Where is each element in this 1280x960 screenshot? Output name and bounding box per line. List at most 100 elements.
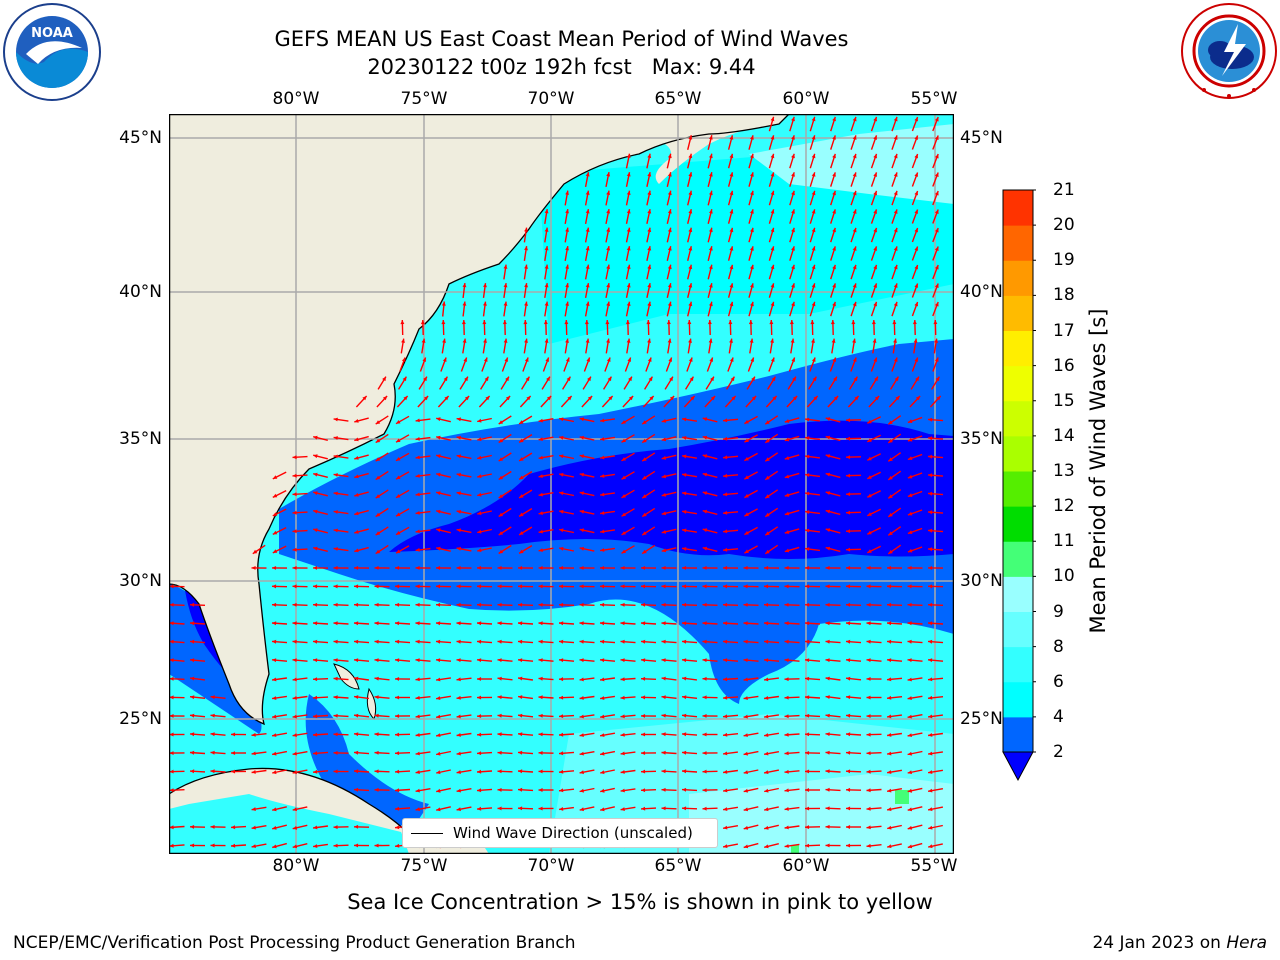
wave-direction-arrowhead: [893, 283, 898, 288]
wave-direction-arrowhead: [770, 264, 775, 270]
lon-tick-bottom: 80°W: [272, 856, 320, 876]
wave-direction-arrowhead: [661, 418, 667, 423]
wave-direction-arrowhead: [518, 769, 523, 774]
wave-direction-arrowhead: [649, 396, 654, 401]
wave-direction-arrowhead: [765, 420, 770, 425]
wave-direction-arrowhead: [730, 376, 735, 382]
wave-direction-arrowhead: [477, 511, 482, 516]
lat-tick-left: 40°N: [119, 282, 162, 302]
wave-direction-arrowhead: [292, 825, 298, 830]
wave-direction-arrowhead: [477, 769, 482, 774]
wave-direction-arrowhead: [543, 320, 548, 325]
wave-direction-arrowhead: [559, 807, 564, 811]
wave-direction-arrowhead: [867, 512, 872, 516]
wave-direction-arrowhead: [764, 844, 769, 849]
colorbar-segment: [1003, 400, 1033, 437]
wave-direction-arrowhead: [538, 658, 543, 663]
wave-direction-arrowhead: [928, 436, 933, 441]
wave-direction-arrowhead: [402, 376, 407, 382]
wave-direction-arrowhead: [477, 732, 482, 737]
wave-direction-arrowhead: [169, 676, 174, 681]
wave-direction-arrowhead: [682, 510, 687, 514]
wave-direction-arrowhead: [723, 455, 728, 460]
wave-direction-arrowhead: [688, 264, 693, 270]
wave-direction-arrowhead: [600, 418, 605, 423]
wave-direction-arrowhead: [729, 338, 733, 343]
wave-direction-arrowhead: [251, 770, 256, 774]
wave-direction-arrowhead: [579, 696, 584, 700]
wave-direction-arrowhead: [825, 584, 830, 589]
wave-direction-arrowhead: [485, 396, 490, 401]
wave-direction-arrowhead: [584, 320, 589, 325]
wave-direction-arrowhead: [765, 549, 770, 554]
wave-direction-arrowhead: [464, 396, 470, 401]
wave-direction-arrowhead: [463, 357, 467, 362]
wave-direction-arrowhead: [354, 511, 359, 516]
wave-direction-arrowhead: [190, 732, 195, 737]
wave-direction-arrowhead: [456, 509, 461, 514]
wave-direction-arrowhead: [477, 492, 482, 497]
wave-direction-arrowhead: [846, 510, 851, 515]
wave-direction-arrowhead: [866, 825, 871, 830]
wave-direction-arrowhead: [866, 602, 871, 607]
wave-direction-arrowhead: [231, 843, 236, 848]
wave-direction-arrowhead: [456, 658, 461, 663]
wave-direction-arrowhead: [423, 376, 427, 382]
wave-direction-arrowhead: [928, 844, 933, 849]
wave-direction-arrowhead: [436, 807, 441, 812]
wave-direction-arrowhead: [851, 320, 856, 325]
wave-direction-arrowhead: [907, 639, 912, 644]
wave-direction-arrowhead: [292, 492, 297, 497]
wave-direction-arrowhead: [770, 116, 775, 122]
wave-direction-arrowhead: [811, 227, 816, 233]
wave-direction-arrowhead: [825, 787, 830, 792]
wave-direction-arrowhead: [210, 713, 215, 718]
wave-direction-arrowhead: [354, 566, 359, 570]
wave-direction-arrowhead: [483, 301, 487, 306]
wave-direction-arrowhead: [641, 602, 646, 607]
wave-direction-arrowhead: [764, 807, 769, 812]
wave-direction-arrowhead: [661, 529, 667, 534]
wave-direction-arrowhead: [641, 584, 646, 589]
colorbar-tick-label: 19: [1053, 250, 1075, 271]
wave-direction-arrowhead: [647, 153, 652, 159]
wave-direction-arrowhead: [642, 531, 647, 536]
wave-direction-arrowhead: [579, 639, 584, 644]
wave-direction-arrowhead: [723, 529, 728, 534]
wave-direction-arrowhead: [497, 750, 502, 755]
wave-direction-arrowhead: [538, 584, 543, 589]
wave-direction-arrowhead: [415, 418, 420, 423]
wave-direction-arrowhead: [914, 246, 918, 251]
wave-direction-arrowhead: [272, 493, 278, 498]
wave-direction-arrowhead: [169, 843, 174, 848]
wave-direction-arrowhead: [873, 116, 877, 122]
wave-direction-arrowhead: [887, 807, 892, 812]
wave-direction-arrowhead: [832, 227, 836, 233]
wave-direction-arrowhead: [362, 396, 367, 401]
wave-direction-arrowhead: [382, 396, 388, 401]
wave-direction-arrowhead: [456, 788, 461, 793]
wave-direction-arrowhead: [934, 172, 939, 177]
wave-direction-arrowhead: [784, 769, 789, 774]
wave-direction-arrowhead: [559, 584, 564, 589]
wave-direction-arrowhead: [497, 769, 502, 774]
wave-direction-arrowhead: [559, 695, 564, 700]
wave-direction-arrowhead: [832, 209, 836, 214]
wave-direction-arrowhead: [934, 265, 939, 270]
wave-direction-arrowhead: [702, 732, 707, 737]
wave-direction-arrowhead: [764, 602, 769, 607]
wave-direction-arrowhead: [538, 639, 543, 644]
wave-direction-arrowhead: [579, 454, 584, 459]
wave-direction-arrowhead: [682, 769, 687, 774]
wave-direction-arrowhead: [750, 135, 754, 140]
wave-direction-arrowhead: [313, 844, 318, 848]
wave-direction-arrowhead: [620, 751, 625, 756]
wave-direction-arrowhead: [866, 566, 871, 570]
wave-direction-arrowhead: [688, 209, 693, 214]
wave-direction-arrowhead: [873, 264, 877, 270]
wave-direction-arrowhead: [784, 844, 789, 848]
wave-direction-arrowhead: [723, 492, 728, 497]
wave-direction-arrowhead: [805, 621, 810, 626]
wave-direction-arrowhead: [503, 264, 508, 269]
wave-direction-arrowhead: [497, 788, 502, 792]
